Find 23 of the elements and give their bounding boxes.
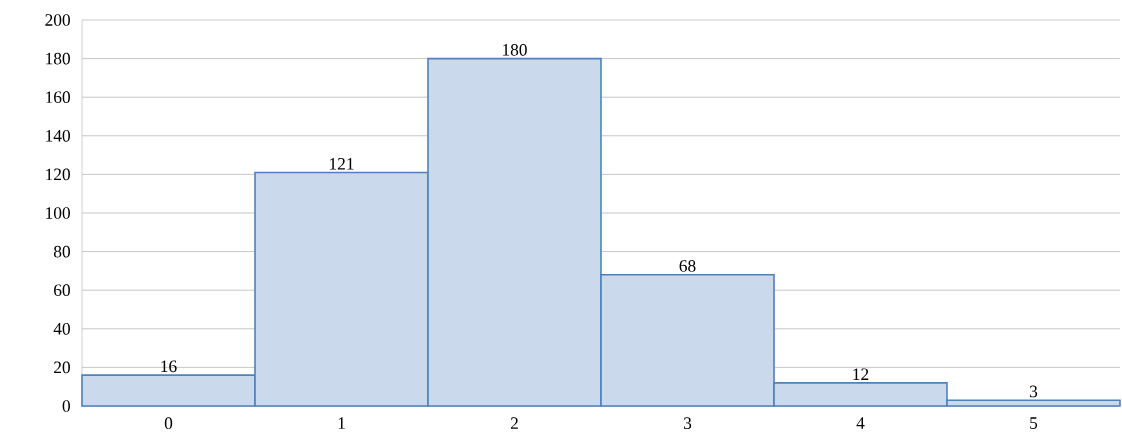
y-tick-label: 120 — [46, 168, 70, 181]
y-tick-label: 100 — [46, 207, 70, 219]
data-label: 12 — [853, 368, 869, 380]
y-tick-label: 40 — [53, 322, 70, 335]
y-tick-label: 60 — [54, 284, 70, 297]
data-label: 121 — [330, 158, 354, 170]
data-label: 16 — [161, 360, 177, 373]
x-tick-label: 5 — [1030, 417, 1038, 429]
y-tick-label: 160 — [46, 91, 70, 104]
y-tick-label: 140 — [46, 129, 70, 142]
y-tick-label: 180 — [46, 52, 70, 65]
x-tick-label: 0 — [164, 417, 173, 430]
data-label: 3 — [1029, 385, 1038, 398]
data-label: 180 — [503, 43, 527, 56]
y-tick-label: 20 — [54, 361, 70, 374]
y-tick-label: 0 — [62, 400, 70, 412]
x-tick-label: 2 — [510, 417, 518, 429]
x-tick-label: 1 — [338, 417, 345, 429]
y-tick-label: 80 — [53, 245, 70, 258]
data-label: 68 — [679, 260, 696, 272]
x-tick-label: 3 — [684, 417, 692, 430]
y-tick-label: 200 — [45, 14, 70, 26]
x-tick-label: 4 — [856, 417, 865, 429]
